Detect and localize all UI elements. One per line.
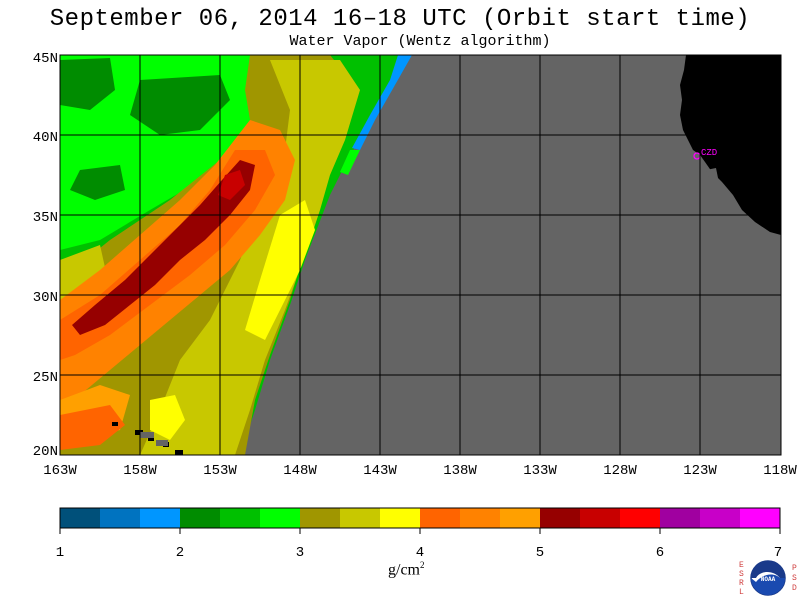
map-plot-area: CZD: [60, 55, 781, 455]
colorbar-tick-label: 5: [536, 545, 544, 561]
colorbar-swatch: [420, 508, 460, 528]
colorbar-swatch: [220, 508, 260, 528]
colorbar-tick-label: 7: [774, 545, 782, 561]
svg-text:E: E: [739, 561, 744, 570]
colorbar-swatch: [260, 508, 300, 528]
svg-text:S: S: [792, 574, 797, 583]
graticule: [60, 55, 781, 455]
colorbar-swatch: [540, 508, 580, 528]
svg-text:P: P: [792, 564, 797, 573]
colorbar-swatch: [500, 508, 540, 528]
lat-label: 25N: [33, 370, 58, 386]
lon-label: 118W: [763, 463, 797, 479]
lat-label: 20N: [33, 444, 58, 460]
colorbar-unit-label: g/cm2: [388, 560, 425, 579]
land-north-america: [680, 55, 781, 235]
colorbar-swatch: [700, 508, 740, 528]
colorbar-tick-label: 3: [296, 545, 304, 561]
lon-label: 163W: [43, 463, 77, 479]
colorbar-swatch: [620, 508, 660, 528]
lon-label: 143W: [363, 463, 397, 479]
colorbar-swatch: [180, 508, 220, 528]
colorbar-tick-label: 2: [176, 545, 184, 561]
lon-label: 128W: [603, 463, 637, 479]
lat-label: 40N: [33, 130, 58, 146]
esrl-letters: E S R L: [739, 561, 744, 597]
psd-letters: P S D: [792, 564, 797, 593]
swath-darkred-core: [72, 160, 255, 335]
colorbar-swatch: [340, 508, 380, 528]
colorbar-swatch: [580, 508, 620, 528]
colorbar-swatch: [300, 508, 340, 528]
colorbar-tick-label: 6: [656, 545, 664, 561]
lon-label: 138W: [443, 463, 477, 479]
colorbar: [59, 507, 781, 534]
colorbar-swatch: [740, 508, 780, 528]
map-frame: [59, 54, 782, 456]
colorbar-ticks: 1 2 3 4 5 6 7: [56, 545, 782, 561]
colorbar-swatch: [380, 508, 420, 528]
chart-title: September 06, 2014 16–18 UTC (Orbit star…: [49, 6, 751, 33]
lat-axis: 45N 40N 35N 30N 25N 20N: [33, 51, 58, 460]
svg-text:D: D: [792, 584, 797, 593]
noaa-esrl-psd-logo: E S R L NOAA P S D: [736, 556, 800, 600]
lat-label: 35N: [33, 210, 58, 226]
lat-label: 30N: [33, 290, 58, 306]
svg-text:L: L: [739, 588, 744, 597]
svg-text:S: S: [739, 570, 744, 579]
lon-axis: 163W 158W 153W 148W 143W 138W 133W 128W …: [43, 463, 797, 479]
chart-subtitle: Water Vapor (Wentz algorithm): [289, 33, 551, 50]
colorbar-swatch: [60, 508, 100, 528]
lon-label: 153W: [203, 463, 237, 479]
colorbar-tick-label: 4: [416, 545, 424, 561]
lon-label: 148W: [283, 463, 317, 479]
colorbar-swatch: [660, 508, 700, 528]
colorbar-swatch: [460, 508, 500, 528]
swath-blue-edge: [352, 55, 412, 150]
station-label: CZD: [701, 148, 717, 158]
lon-label: 133W: [523, 463, 557, 479]
colorbar-tick-label: 1: [56, 545, 64, 561]
lat-label: 45N: [33, 51, 58, 67]
colorbar-swatch: [100, 508, 140, 528]
svg-text:NOAA: NOAA: [761, 576, 776, 583]
svg-text:R: R: [739, 579, 744, 588]
lon-label: 123W: [683, 463, 717, 479]
lon-label: 158W: [123, 463, 157, 479]
colorbar-swatch: [140, 508, 180, 528]
